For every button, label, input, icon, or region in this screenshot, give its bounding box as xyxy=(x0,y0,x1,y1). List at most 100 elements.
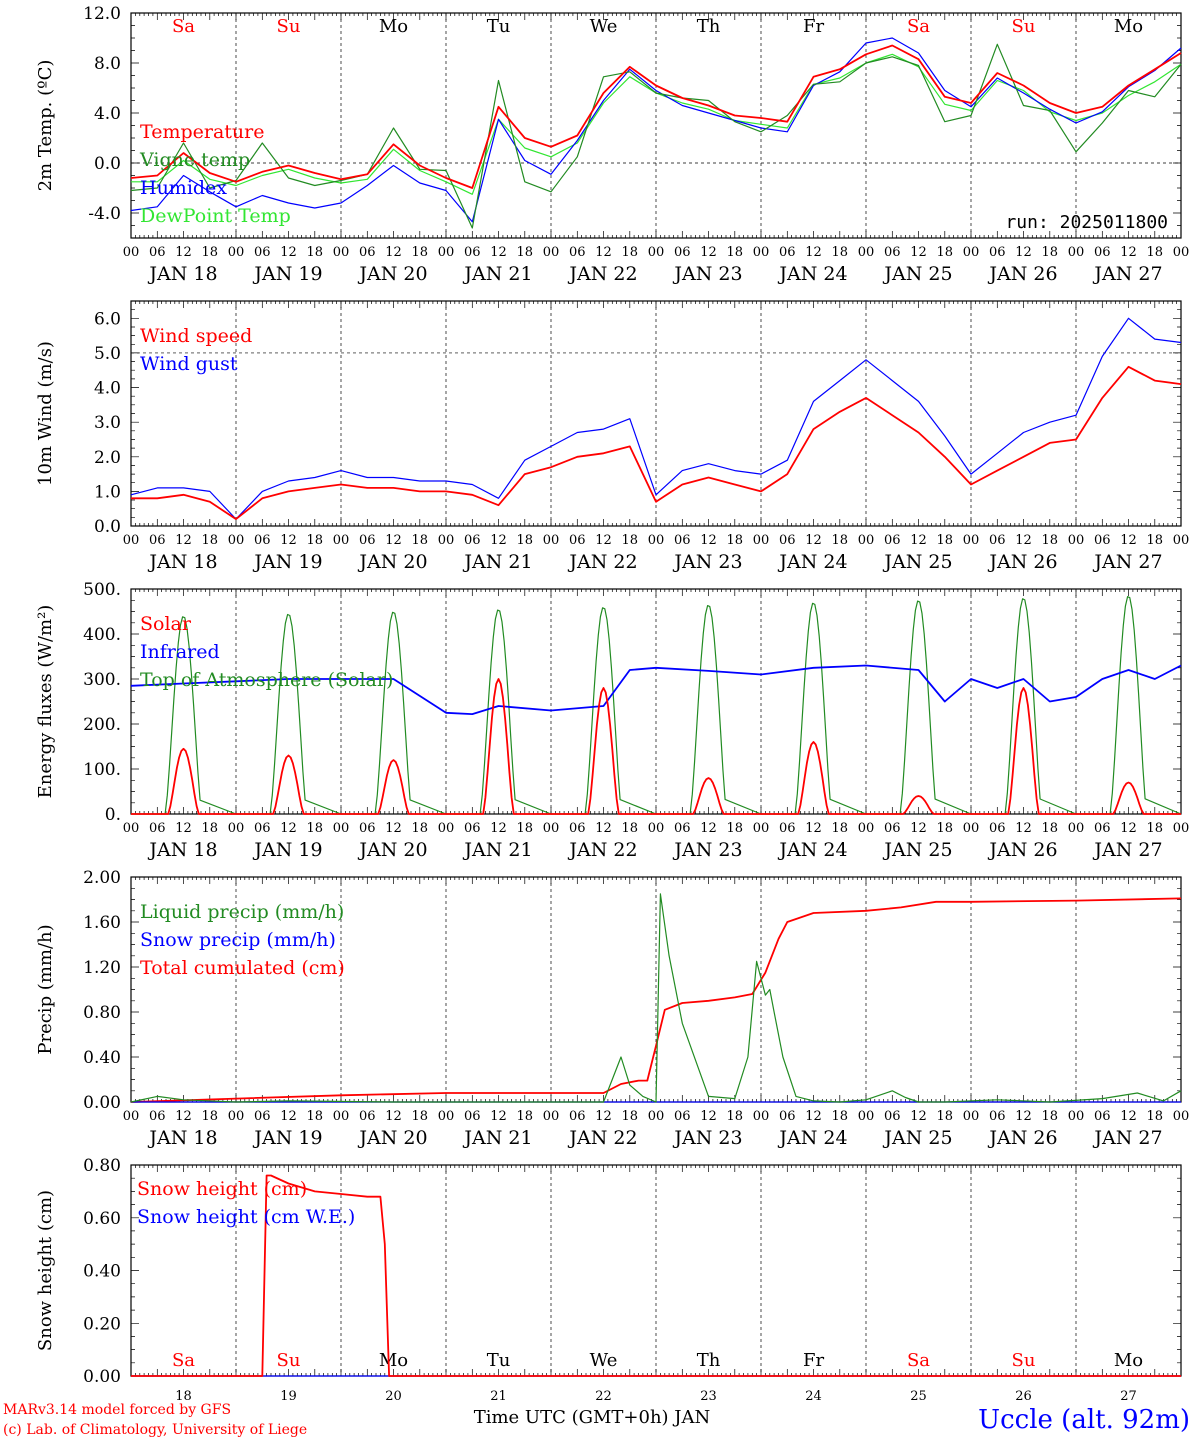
x-date-label: JAN 27 xyxy=(1092,263,1162,285)
x-tick-label: 18 xyxy=(831,533,848,548)
x-tick-label: 00 xyxy=(333,1109,350,1124)
panel-5: 0.00 0.20 0.40 0.60 0.80 Snow height (cm) Sa Su… xyxy=(35,1156,1182,1404)
x-date-label: JAN 22 xyxy=(567,263,637,285)
x-tick-label: 06 xyxy=(149,245,166,260)
x-tick-label: 00 xyxy=(123,1109,140,1124)
x-tick-label: 00 xyxy=(543,1109,560,1124)
day-abbr-label: Fr xyxy=(803,16,824,37)
y-tick-label: 2.0 xyxy=(94,448,121,468)
x-tick-label: 00 xyxy=(1173,821,1190,836)
legend-entry: Vigne temp xyxy=(139,149,250,171)
x-tick-label: 18 xyxy=(306,1109,323,1124)
day-abbr-label: Sa xyxy=(907,1350,930,1371)
legend-entry: Total cumulated (cm) xyxy=(140,957,345,979)
x-date-label: JAN 19 xyxy=(252,263,322,285)
x-date-label: JAN 19 xyxy=(252,1127,322,1149)
x-axis-label: Time UTC (GMT+0h) JAN xyxy=(474,1407,711,1428)
x-tick-label: 00 xyxy=(753,1109,770,1124)
series-line xyxy=(130,37,1182,223)
x-tick-label: 12 xyxy=(910,1109,927,1124)
x-tick-label: 12 xyxy=(1015,245,1032,260)
x-date-label: JAN 26 xyxy=(987,1127,1057,1149)
x-tick-label: 12 xyxy=(910,245,927,260)
x-tick-label: 18 xyxy=(411,533,428,548)
x-date-label: JAN 21 xyxy=(462,1127,532,1149)
day-abbr-label: Sa xyxy=(172,16,195,37)
x-tick-label: 12 xyxy=(385,1109,402,1124)
x-tick-label: 12 xyxy=(1015,1109,1032,1124)
x-date-label: JAN 25 xyxy=(882,839,952,861)
x-date-label: JAN 25 xyxy=(882,1127,952,1149)
y-tick-label: 0.00 xyxy=(83,1093,121,1113)
x-date-label: JAN 24 xyxy=(777,839,847,861)
x-tick-label: 00 xyxy=(1068,821,1085,836)
x-tick-label: 00 xyxy=(438,1109,455,1124)
x-tick-label: 12 xyxy=(490,245,507,260)
y-tick-label: 0.60 xyxy=(83,1209,121,1229)
x-tick-label: 06 xyxy=(359,245,376,260)
x-tick-label: 18 xyxy=(621,245,638,260)
x-date-label: JAN 23 xyxy=(672,839,742,861)
x-date-label: JAN 18 xyxy=(147,1127,217,1149)
x-date-label: JAN 18 xyxy=(147,839,217,861)
x-tick-label: 00 xyxy=(123,533,140,548)
y-tick-label: 3.0 xyxy=(94,413,121,433)
x-tick-label: 12 xyxy=(280,533,297,548)
x-tick-label: 12 xyxy=(805,533,822,548)
series-line xyxy=(131,365,1182,520)
y-tick-label: 4.0 xyxy=(94,379,121,399)
x-tick-label: 18 xyxy=(831,821,848,836)
legend-entry: DewPoint Temp xyxy=(140,205,291,227)
x-tick-label: 00 xyxy=(1173,1109,1190,1124)
y-tick-label: 0.40 xyxy=(83,1048,121,1068)
panel-1: -4.0 0.0 4.0 8.0 12.0 2m Temp. (ºC) 00 06 12 18 JA… xyxy=(35,4,1189,285)
x-tick-label: 18 xyxy=(726,245,743,260)
series-line xyxy=(131,678,1181,815)
x-day-number: 26 xyxy=(1015,1389,1032,1404)
x-tick-label: 12 xyxy=(1015,821,1032,836)
x-tick-label: 18 xyxy=(516,1109,533,1124)
x-tick-label: 00 xyxy=(963,533,980,548)
x-tick-label: 12 xyxy=(280,245,297,260)
x-date-label: JAN 20 xyxy=(357,839,427,861)
x-tick-label: 12 xyxy=(1120,1109,1137,1124)
x-day-number: 25 xyxy=(910,1389,927,1404)
x-tick-label: 00 xyxy=(228,1109,245,1124)
x-tick-label: 18 xyxy=(726,821,743,836)
x-tick-label: 12 xyxy=(385,821,402,836)
x-tick-label: 12 xyxy=(280,821,297,836)
x-tick-label: 18 xyxy=(411,1109,428,1124)
x-tick-label: 18 xyxy=(201,245,218,260)
y-tick-label: 0.20 xyxy=(83,1314,121,1334)
y-tick-label: 0.0 xyxy=(94,517,121,537)
x-tick-label: 12 xyxy=(1120,533,1137,548)
x-tick-label: 00 xyxy=(858,245,875,260)
x-tick-label: 12 xyxy=(910,533,927,548)
x-tick-label: 00 xyxy=(438,533,455,548)
credit-line-1: MARv3.14 model forced by GFS xyxy=(3,1402,231,1418)
x-day-number: 24 xyxy=(805,1389,822,1404)
legend-entry: Snow height (cm) xyxy=(137,1178,307,1200)
x-ticks xyxy=(130,1165,1182,1376)
x-tick-label: 00 xyxy=(753,821,770,836)
x-tick-label: 12 xyxy=(385,245,402,260)
x-tick-label: 00 xyxy=(1068,245,1085,260)
day-abbr-label: Mo xyxy=(379,1350,408,1371)
x-date-label: JAN 27 xyxy=(1092,839,1162,861)
x-tick-label: 12 xyxy=(700,533,717,548)
day-abbr-label: Mo xyxy=(1114,16,1143,37)
x-date-label: JAN 25 xyxy=(882,263,952,285)
x-date-label: JAN 22 xyxy=(567,551,637,573)
x-tick-label: 06 xyxy=(1094,821,1111,836)
x-day-number: 18 xyxy=(175,1389,192,1404)
panel-2: 0.0 1.0 2.0 3.0 4.0 5.0 6.0 10m Wind (m/s) 00 06 1… xyxy=(35,300,1189,573)
x-day-number: 21 xyxy=(490,1389,507,1404)
x-tick-label: 06 xyxy=(254,821,271,836)
credit-line-2: (c) Lab. of Climatology, University of L… xyxy=(3,1422,307,1438)
x-date-label: JAN 25 xyxy=(882,551,952,573)
x-tick-label: 00 xyxy=(333,245,350,260)
x-tick-label: 06 xyxy=(464,533,481,548)
y-tick-label: 1.60 xyxy=(83,913,121,933)
legend-entry: Infrared xyxy=(140,641,220,663)
x-tick-label: 18 xyxy=(831,245,848,260)
